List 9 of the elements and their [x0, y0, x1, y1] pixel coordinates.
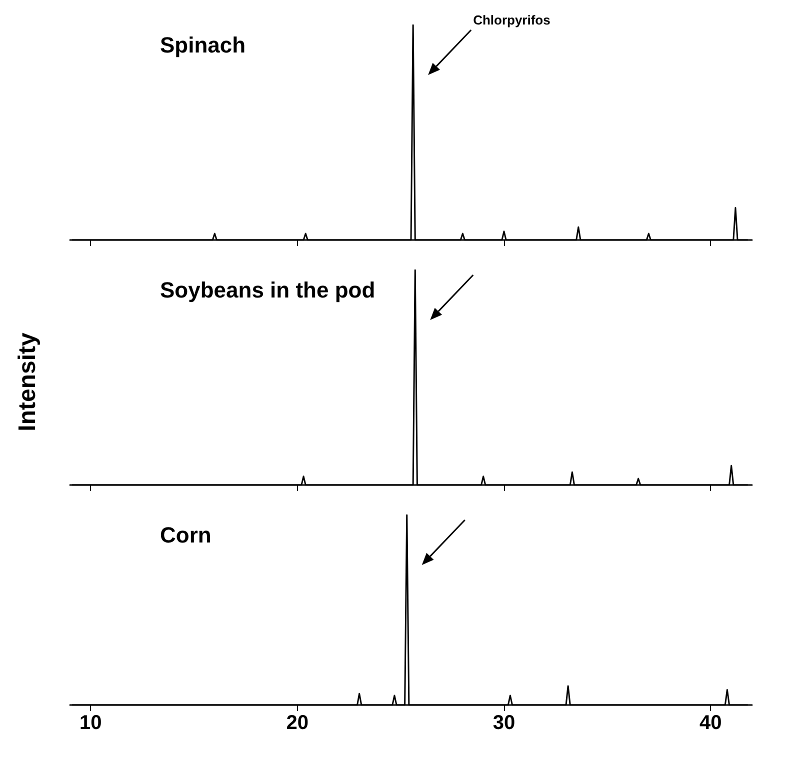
- y-axis-title: Intensity: [14, 332, 42, 432]
- chart-title: Spinach: [160, 32, 246, 58]
- annotation: Chlorpyrifos: [473, 12, 550, 28]
- x-tick-label: 20: [286, 712, 308, 734]
- chart-title: Corn: [160, 522, 212, 548]
- x-tick-label: 10: [80, 712, 102, 734]
- x-tick-label: 40: [700, 712, 722, 734]
- x-tick-label: 30: [492, 712, 516, 734]
- chart-title: Soybeans in the pod: [160, 278, 376, 302]
